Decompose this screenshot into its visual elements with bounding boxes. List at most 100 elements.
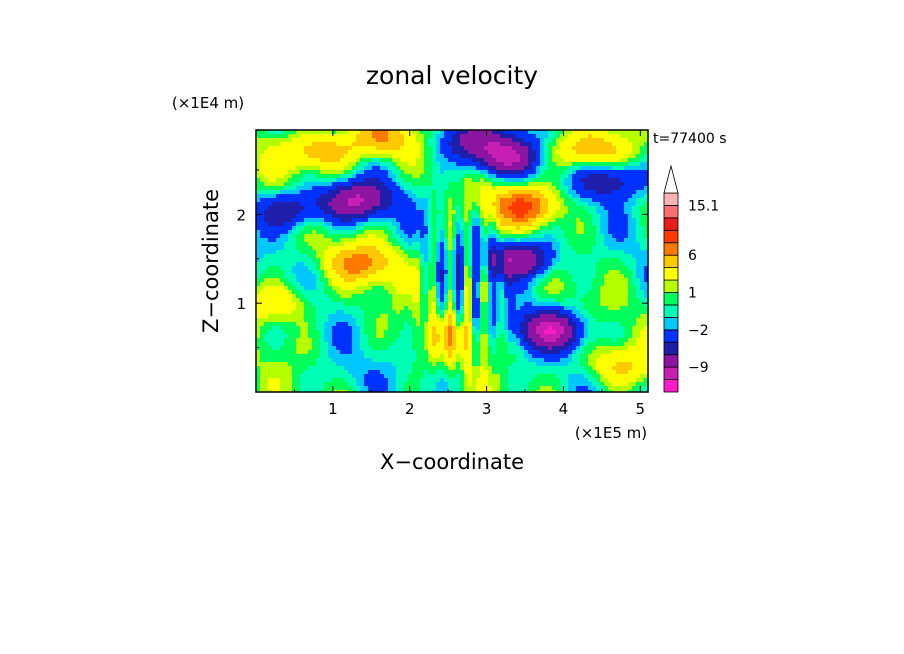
field-cell — [412, 174, 416, 178]
field-cell — [284, 234, 288, 238]
field-cell — [440, 150, 444, 154]
field-cell — [376, 218, 380, 222]
field-cell — [548, 302, 552, 306]
field-cell — [460, 202, 464, 206]
field-cell — [348, 250, 352, 254]
field-cell — [328, 318, 332, 322]
field-cell — [316, 190, 320, 194]
field-cell — [456, 246, 460, 250]
field-cell — [376, 146, 380, 150]
field-cell — [352, 318, 356, 322]
field-cell — [304, 314, 308, 318]
field-cell — [280, 330, 284, 334]
field-cell — [364, 182, 368, 186]
field-cell — [580, 242, 584, 246]
field-cell — [500, 274, 504, 278]
field-cell — [644, 274, 648, 278]
field-cell — [512, 326, 516, 330]
field-cell — [476, 190, 480, 194]
field-cell — [404, 230, 408, 234]
field-cell — [492, 190, 496, 194]
field-cell — [624, 290, 628, 294]
field-cell — [400, 174, 404, 178]
field-cell — [384, 238, 388, 242]
field-cell — [504, 282, 508, 286]
field-cell — [452, 162, 456, 166]
field-cell — [272, 166, 276, 170]
field-cell — [532, 158, 536, 162]
field-cell — [608, 318, 612, 322]
field-cell — [340, 302, 344, 306]
field-cell — [496, 198, 500, 202]
field-cell — [420, 230, 424, 234]
field-cell — [408, 282, 412, 286]
field-cell — [280, 194, 284, 198]
field-cell — [528, 278, 532, 282]
field-cell — [584, 174, 588, 178]
field-cell — [424, 142, 428, 146]
field-cell — [324, 202, 328, 206]
field-cell — [480, 282, 484, 286]
field-cell — [504, 158, 508, 162]
field-cell — [452, 262, 456, 266]
field-cell — [476, 150, 480, 154]
field-cell — [440, 258, 444, 262]
field-cell — [592, 230, 596, 234]
field-cell — [420, 242, 424, 246]
field-cell — [364, 202, 368, 206]
field-cell — [472, 134, 476, 138]
field-cell — [500, 150, 504, 154]
field-cell — [320, 206, 324, 210]
field-cell — [536, 230, 540, 234]
field-cell — [392, 266, 396, 270]
field-cell — [544, 306, 548, 310]
field-cell — [272, 194, 276, 198]
field-cell — [360, 330, 364, 334]
field-cell — [360, 242, 364, 246]
field-cell — [324, 242, 328, 246]
field-cell — [372, 262, 376, 266]
field-cell — [360, 158, 364, 162]
field-cell — [372, 242, 376, 246]
field-cell — [484, 174, 488, 178]
field-cell — [376, 306, 380, 310]
field-cell — [488, 174, 492, 178]
field-cell — [536, 318, 540, 322]
field-cell — [384, 210, 388, 214]
field-cell — [524, 306, 528, 310]
field-cell — [644, 150, 648, 154]
field-cell — [380, 330, 384, 334]
field-cell — [300, 314, 304, 318]
field-cell — [272, 278, 276, 282]
field-cell — [376, 238, 380, 242]
field-cell — [320, 278, 324, 282]
field-cell — [340, 306, 344, 310]
field-cell — [576, 250, 580, 254]
field-cell — [500, 278, 504, 282]
field-cell — [496, 230, 500, 234]
field-cell — [592, 158, 596, 162]
field-cell — [456, 282, 460, 286]
field-cell — [500, 282, 504, 286]
field-cell — [300, 154, 304, 158]
field-cell — [424, 326, 428, 330]
field-cell — [480, 274, 484, 278]
field-cell — [492, 286, 496, 290]
field-cell — [292, 274, 296, 278]
field-cell — [316, 314, 320, 318]
field-cell — [340, 330, 344, 334]
field-cell — [312, 222, 316, 226]
field-cell — [444, 174, 448, 178]
field-cell — [432, 158, 436, 162]
field-cell — [256, 130, 260, 134]
field-cell — [452, 170, 456, 174]
field-cell — [572, 310, 576, 314]
field-cell — [404, 254, 408, 258]
field-cell — [580, 190, 584, 194]
field-cell — [340, 262, 344, 266]
field-cell — [616, 282, 620, 286]
field-cell — [284, 170, 288, 174]
field-cell — [464, 258, 468, 262]
field-cell — [516, 322, 520, 326]
field-cell — [260, 166, 264, 170]
